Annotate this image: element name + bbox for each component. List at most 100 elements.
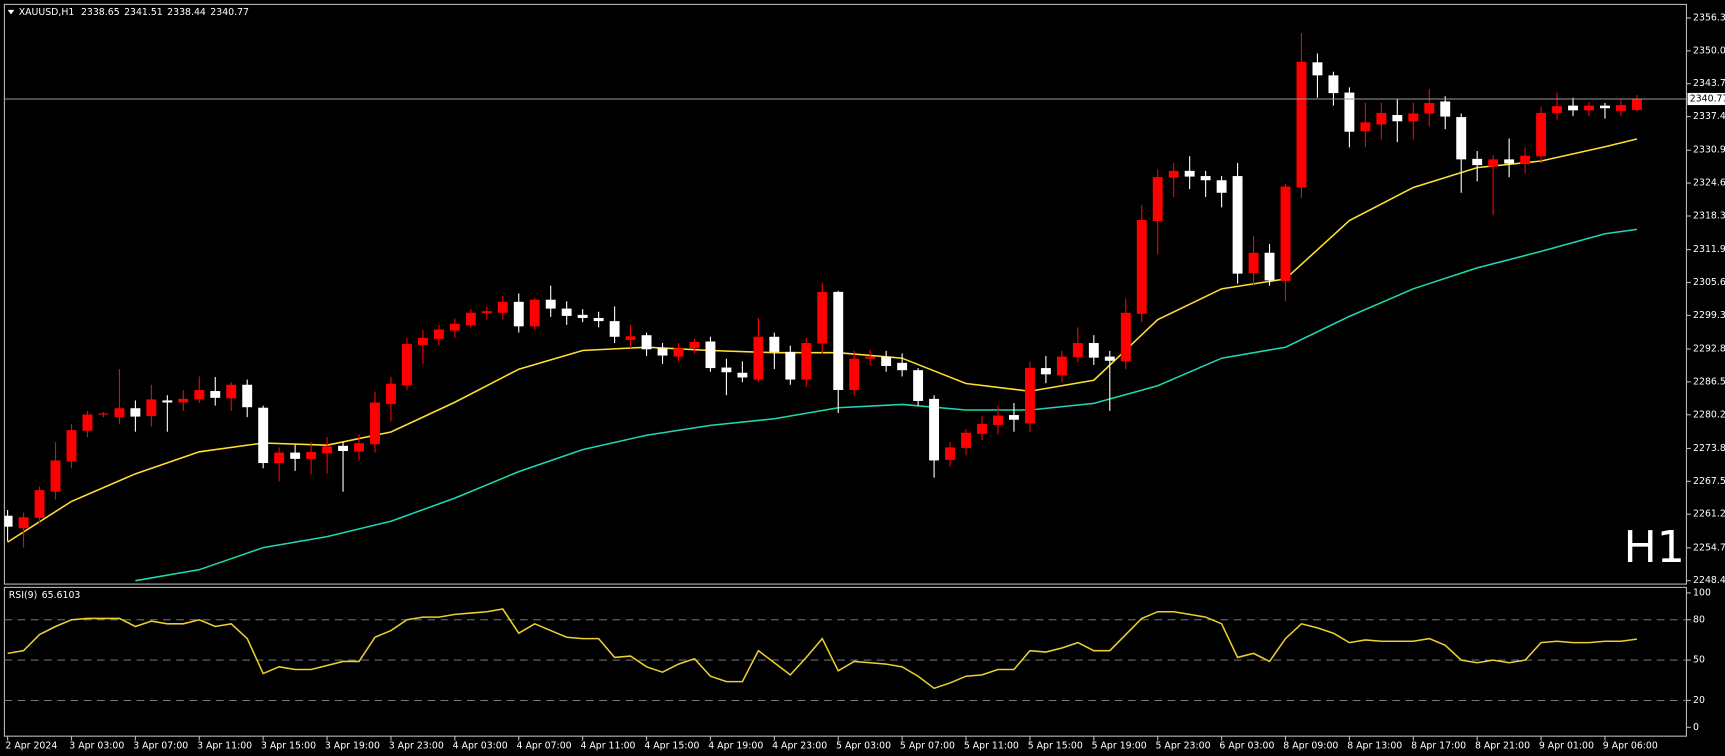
candle	[1072, 327, 1083, 363]
candle	[801, 337, 812, 387]
candle-body	[513, 301, 524, 327]
candle-body	[1584, 105, 1594, 111]
candle	[1136, 204, 1147, 323]
candle	[130, 400, 141, 432]
candle-body	[833, 291, 844, 390]
candle	[401, 337, 412, 390]
last-close: 2340.77	[210, 7, 249, 18]
candle	[929, 395, 940, 478]
y-tick-label: 2324.65	[1693, 178, 1725, 189]
candle-body	[465, 312, 476, 326]
candle	[1360, 103, 1371, 148]
x-tick-label: 3 Apr 15:00	[261, 741, 316, 752]
y-tick-label: 2292.85	[1693, 344, 1725, 355]
y-tick-label: 2299.30	[1693, 310, 1725, 321]
candle	[1376, 103, 1387, 140]
candle	[689, 338, 700, 354]
candle	[609, 306, 620, 344]
candle	[338, 442, 349, 492]
candle	[146, 384, 157, 427]
candle	[769, 332, 780, 370]
x-tick-label: 6 Apr 03:00	[1219, 741, 1274, 752]
x-tick-label: 3 Apr 03:00	[69, 741, 124, 752]
x-tick-label: 5 Apr 23:00	[1156, 741, 1211, 752]
candle	[386, 376, 396, 422]
candle-body	[1360, 122, 1371, 132]
candle-body	[577, 314, 588, 318]
candle	[1408, 103, 1419, 140]
candle-body	[18, 517, 29, 529]
candle	[561, 301, 572, 325]
candle	[881, 350, 892, 372]
candle-body	[1328, 75, 1339, 94]
candle	[513, 293, 524, 333]
last-open: 2338.65	[81, 7, 120, 18]
candle-body	[1024, 368, 1035, 424]
candle	[98, 411, 109, 418]
candle-body	[1168, 170, 1179, 178]
y-tick-label: 2305.60	[1693, 277, 1725, 288]
candle-body	[1280, 186, 1291, 281]
candle-body	[1536, 112, 1547, 157]
main-pane	[3, 3, 1687, 585]
candle-body	[242, 384, 253, 408]
menu-marker	[7, 9, 15, 15]
candle	[162, 395, 173, 432]
candle	[370, 391, 380, 453]
candle-body	[1504, 159, 1515, 164]
rsi-plot	[4, 608, 1687, 701]
x-tick-label: 5 Apr 07:00	[900, 741, 955, 752]
candle-body	[849, 358, 860, 390]
candle	[274, 447, 285, 482]
candle-body	[1631, 99, 1642, 111]
candle-body	[1104, 356, 1115, 361]
candle	[1312, 53, 1323, 98]
candle	[1152, 169, 1163, 255]
candle	[1472, 151, 1483, 182]
rsi-pane	[3, 586, 1687, 737]
candle	[1056, 350, 1067, 383]
candle	[1104, 350, 1115, 411]
candle-body	[1456, 117, 1467, 160]
x-tick-label: 3 Apr 07:00	[133, 741, 188, 752]
candle-body	[977, 423, 987, 434]
candle	[577, 309, 588, 323]
candle	[1088, 335, 1099, 365]
candle	[737, 361, 748, 383]
candle	[226, 382, 237, 411]
axes: 2356.30 2350.00 2343.70 2337.40 2330.95 2324.…	[5, 12, 1725, 752]
candle	[977, 416, 987, 441]
timeframe-annotation: H1	[1624, 522, 1685, 573]
candle	[1488, 155, 1499, 216]
candle-body	[881, 356, 892, 366]
candle-body	[274, 452, 285, 464]
candle	[114, 369, 125, 424]
candle-body	[1312, 62, 1323, 76]
candle	[1584, 101, 1594, 117]
candle-body	[1296, 61, 1307, 188]
candle-body	[897, 362, 908, 371]
candle	[1536, 106, 1547, 164]
candle-body	[1072, 343, 1083, 358]
candle	[1552, 92, 1563, 120]
candle	[641, 332, 652, 357]
candle	[1024, 361, 1035, 432]
candle-body	[1008, 415, 1019, 420]
candle-body	[769, 336, 780, 352]
candle-body	[449, 323, 460, 331]
candle-body	[1248, 252, 1259, 274]
candle-body	[593, 317, 604, 322]
candle	[705, 336, 716, 372]
candle	[1392, 98, 1403, 143]
x-tick-label: 5 Apr 19:00	[1092, 741, 1147, 752]
candle-body	[1056, 356, 1067, 376]
candle-body	[1488, 159, 1499, 167]
candle-body	[1520, 155, 1531, 165]
y-tick-label: 2311.90	[1693, 244, 1725, 255]
last-low: 2338.44	[167, 7, 206, 18]
candle	[721, 358, 732, 396]
candle-body	[561, 308, 572, 316]
x-tick-label: 5 Apr 03:00	[836, 741, 891, 752]
candle-body	[737, 372, 748, 378]
